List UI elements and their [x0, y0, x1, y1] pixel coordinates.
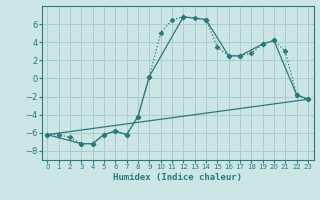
X-axis label: Humidex (Indice chaleur): Humidex (Indice chaleur)	[113, 173, 242, 182]
